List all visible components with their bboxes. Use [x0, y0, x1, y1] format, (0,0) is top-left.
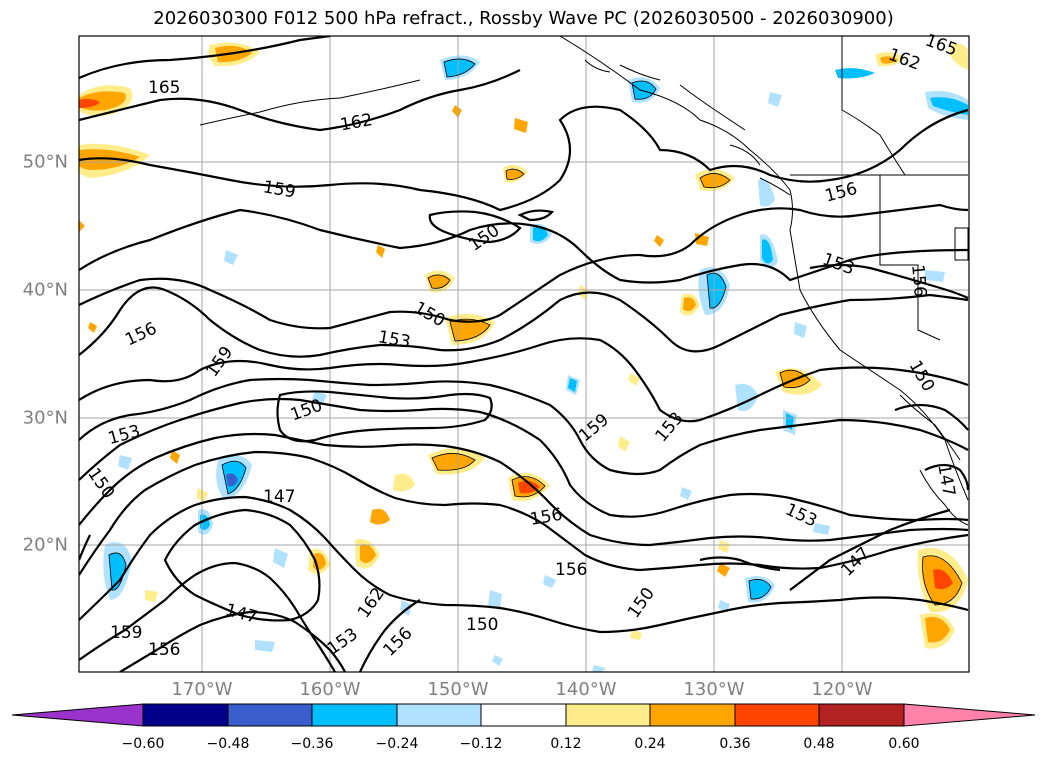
colorbar-tick-label: 0.12 [550, 736, 582, 752]
colorbar-segment [734, 703, 820, 727]
latitude-label: 50°N [22, 151, 68, 173]
colorbar-segment [818, 703, 905, 727]
colorbar-segment [396, 703, 482, 727]
colorbar-tick-label: 0.24 [634, 736, 666, 752]
colorbar-tick-label: 0.48 [803, 736, 835, 752]
map-frame [78, 35, 970, 673]
colorbar-segment [649, 703, 736, 727]
longitude-label: 170°W [171, 679, 233, 700]
contour-label: 156 [555, 560, 587, 580]
contour-label: 147 [263, 487, 295, 507]
latitude-label: 40°N [22, 279, 68, 301]
chart-title: 2026030300 F012 500 hPa refract., Rossby… [153, 8, 894, 29]
longitude-label: 120°W [811, 679, 873, 700]
longitude-label: 160°W [299, 679, 361, 700]
colorbar-segment [142, 703, 229, 727]
colorbar-tick-label: −0.60 [121, 736, 165, 752]
colorbar-tick-label: −0.36 [290, 736, 334, 752]
latitude-label: 20°N [22, 534, 68, 556]
colorbar-segment [903, 703, 1036, 727]
positive-anomaly-patches [79, 42, 968, 649]
latitude-label: 30°N [22, 407, 68, 429]
longitude-label: 130°W [683, 679, 745, 700]
colorbar-tick-label: −0.24 [375, 736, 419, 752]
colorbar-tick-label: 0.60 [888, 736, 920, 752]
contour-label: 165 [148, 78, 180, 98]
contour-label: 156 [907, 264, 930, 298]
longitude-label: 140°W [555, 679, 617, 700]
contour-label: 150 [466, 615, 498, 635]
colorbar-segment [11, 703, 144, 727]
longitude-label: 150°W [427, 679, 489, 700]
colorbar-tick-label: −0.48 [206, 736, 250, 752]
colorbar [11, 703, 1036, 727]
contour-lines [79, 36, 969, 672]
colorbar-segment [480, 703, 567, 727]
contour-label: 156 [148, 640, 180, 660]
contour-label: 159 [110, 623, 142, 643]
colorbar-tick-label: −0.12 [459, 736, 503, 752]
anomaly-outlines [108, 58, 963, 606]
graticule [79, 36, 969, 672]
colorbar-tick-label: 0.36 [719, 736, 751, 752]
colorbar-segment [311, 703, 398, 727]
colorbar-segment [227, 703, 313, 727]
colorbar-segment [565, 703, 651, 727]
